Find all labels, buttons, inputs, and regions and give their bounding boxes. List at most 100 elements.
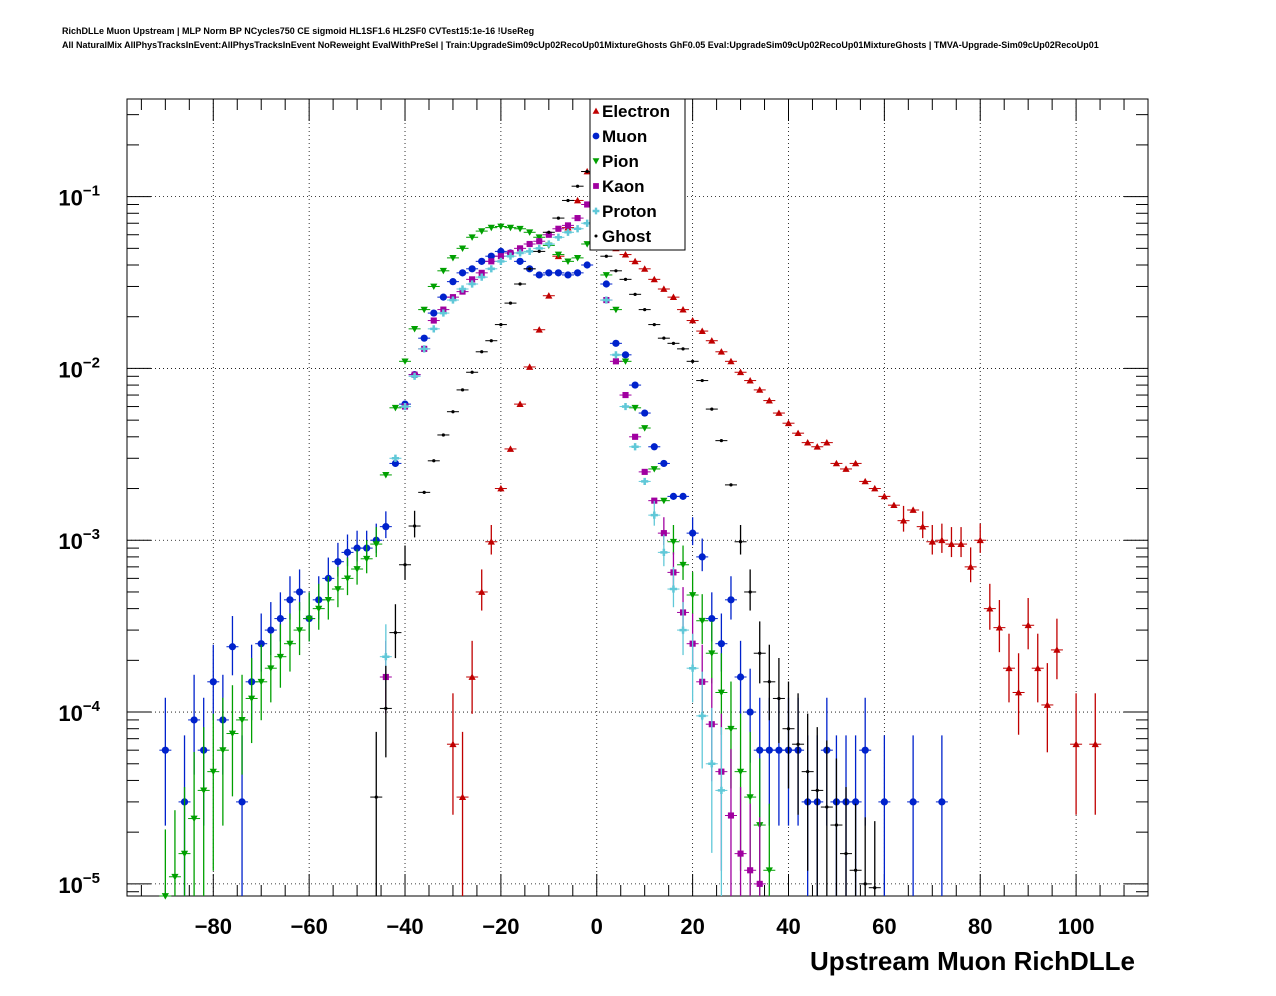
data-point: [710, 407, 714, 411]
data-point: [641, 477, 649, 486]
data-point: [748, 590, 752, 594]
data-point: [384, 706, 388, 711]
y-tick-label: 10−1: [58, 183, 100, 211]
data-point: [890, 501, 898, 509]
data-point: [700, 378, 704, 383]
data-point: [469, 276, 476, 283]
data-point: [765, 746, 773, 754]
data-point: [422, 490, 426, 494]
x-tick-label: 60: [872, 914, 896, 939]
data-point: [852, 798, 860, 806]
legend-label: Proton: [602, 202, 657, 221]
data-point: [717, 640, 725, 648]
data-point: [738, 540, 743, 544]
data-point: [458, 793, 467, 800]
data-point: [614, 269, 618, 273]
chart-title-line-2: All NaturalMix AllPhysTracksInEvent:AllP…: [62, 40, 1099, 50]
data-point: [315, 605, 323, 613]
data-point: [737, 850, 744, 857]
data-point: [458, 269, 467, 277]
x-tick-label: 0: [591, 914, 603, 939]
data-point: [909, 798, 917, 806]
data-point: [526, 229, 534, 236]
data-point: [775, 746, 783, 754]
data-point: [650, 443, 658, 451]
axis-ticks: [127, 99, 1149, 896]
y-tick-label: 10−5: [58, 870, 100, 898]
data-point: [621, 358, 630, 365]
data-point: [815, 788, 819, 793]
data-point: [727, 596, 735, 604]
data-point: [516, 400, 524, 407]
data-point: [660, 459, 668, 468]
data-point: [537, 249, 541, 254]
data-point: [573, 255, 582, 262]
data-point: [823, 439, 831, 446]
series-proton: [379, 209, 728, 896]
data-point: [660, 530, 667, 537]
data-point: [736, 368, 745, 376]
data-point: [517, 245, 524, 252]
data-point: [747, 867, 754, 874]
legend-label: Ghost: [602, 227, 651, 246]
y-tick-labels: 10−5 10−4 10−3 10−2 10−1: [58, 183, 100, 898]
data-point: [727, 357, 735, 365]
data-point: [573, 225, 582, 233]
data-point: [391, 454, 400, 462]
data-point: [478, 269, 485, 276]
data-point: [928, 538, 936, 545]
data-point: [545, 292, 553, 299]
data-point: [650, 511, 658, 519]
legend-label: Muon: [602, 127, 647, 146]
legend-marker: [592, 207, 600, 215]
data-point: [393, 630, 398, 635]
data-point: [604, 254, 608, 258]
data-point: [631, 443, 639, 451]
data-point: [623, 277, 628, 281]
data-point: [641, 425, 649, 432]
data-point: [286, 640, 294, 648]
data-point: [573, 269, 582, 277]
legend-label: Kaon: [602, 177, 645, 196]
data-point: [506, 224, 515, 232]
data-point: [689, 664, 697, 672]
data-point: [487, 252, 495, 260]
y-tick-label: 10−4: [58, 698, 100, 726]
data-point: [497, 223, 505, 231]
data-point: [957, 540, 965, 547]
data-point: [967, 563, 975, 570]
data-point: [267, 626, 275, 634]
data-point: [612, 358, 619, 365]
data-point: [401, 358, 409, 365]
data-point: [796, 742, 800, 746]
data-point: [506, 445, 515, 452]
data-point: [756, 746, 764, 754]
data-point: [508, 301, 513, 305]
data-point: [813, 443, 821, 450]
x-tick-label: −80: [195, 914, 232, 939]
y-tick-label: 10−3: [58, 526, 100, 554]
data-point: [1014, 688, 1023, 696]
data-point: [209, 768, 217, 776]
data-point: [295, 588, 304, 596]
data-point: [439, 293, 447, 301]
data-point: [248, 695, 256, 703]
data-point: [602, 272, 610, 279]
data-point: [401, 402, 409, 411]
data-point: [516, 257, 524, 265]
x-axis-title: Upstream Muon RichDLLe: [810, 946, 1135, 976]
data-point: [669, 293, 678, 301]
data-point: [1043, 701, 1051, 708]
data-point: [641, 409, 649, 417]
data-point: [719, 439, 724, 443]
data-point: [190, 716, 198, 724]
series-ghost: [370, 151, 881, 896]
data-point: [334, 558, 342, 566]
data-point: [717, 786, 725, 794]
data-point: [353, 544, 361, 552]
data-point: [412, 524, 417, 528]
legend-entry-pion: Pion: [592, 152, 639, 171]
data-point: [554, 233, 563, 241]
data-point: [708, 337, 716, 344]
data-point: [478, 588, 486, 595]
